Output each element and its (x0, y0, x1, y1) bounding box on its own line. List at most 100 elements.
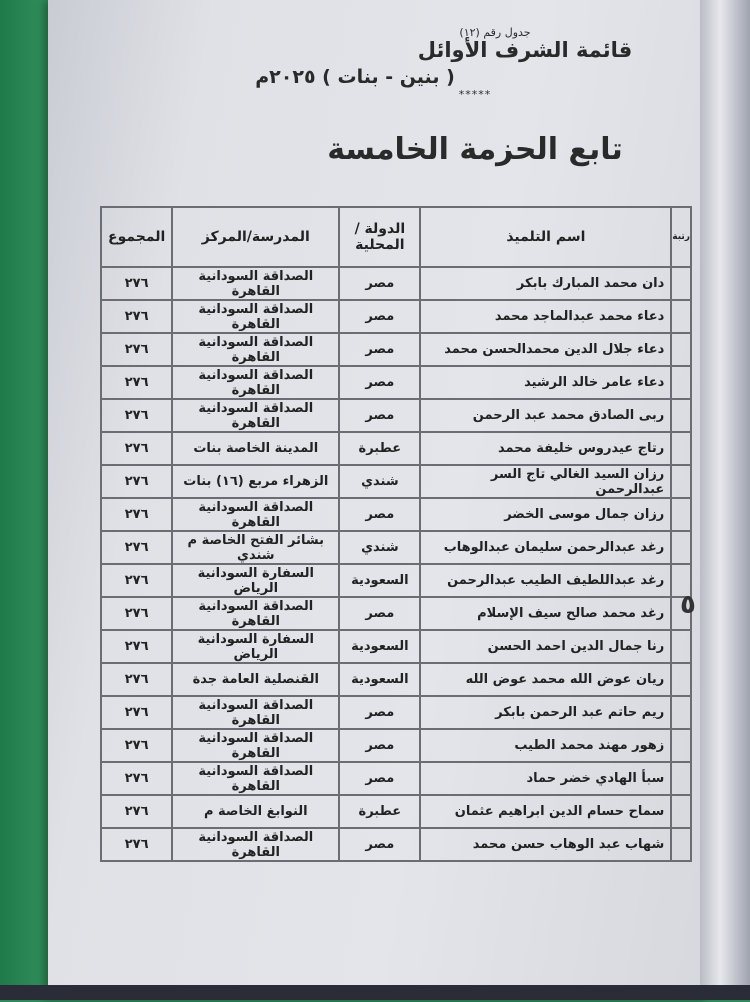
name-cell: رغد عبدالرحمن سليمان عبدالوهاب (419, 530, 673, 565)
total-cell: ٢٧٦ (99, 563, 174, 598)
table-row: دعاء عامر خالد الرشيد مصر الصداقة السوداني… (99, 365, 692, 400)
total-cell: ٢٧٦ (99, 398, 174, 433)
table-row: رغد عبدالرحمن سليمان عبدالوهاب شندي بشائر … (99, 530, 692, 565)
school-cell: الصداقة السودانية القاهرة (171, 332, 341, 367)
name-cell: سماح حسام الدين ابراهيم عثمان (419, 794, 673, 829)
table-row: رتاج عيدروس خليفة محمد عطبرة المدينة الخاص… (99, 431, 692, 466)
school-cell: الصداقة السودانية القاهرة (171, 761, 341, 796)
table-row: شهاب عبد الوهاب حسن محمد مصر الصداقة السود… (99, 827, 692, 862)
country-cell: مصر (338, 827, 422, 862)
name-cell: رغد عبداللطيف الطيب عبدالرحمن (419, 563, 673, 598)
col-total: المجموع (99, 206, 174, 268)
school-cell: الصداقة السودانية القاهرة (171, 827, 341, 862)
table-row: رزان السيد الغالي تاج السر عبدالرحمن شندي… (99, 464, 692, 499)
name-cell: دان محمد المبارك بابكر (419, 266, 673, 301)
school-cell: الصداقة السودانية القاهرة (171, 266, 341, 301)
table-row: رغد محمد صالح سيف الإسلام مصر الصداقة السو… (99, 596, 692, 631)
table-header-row: رتبة اسم التلميذ الدولة / المحلية المدرس… (99, 206, 692, 268)
rank-cell (670, 794, 692, 829)
country-cell: مصر (338, 332, 422, 367)
school-cell: الصداقة السودانية القاهرة (171, 728, 341, 763)
bottom-shadow (0, 985, 750, 1000)
rank-cell (670, 299, 692, 334)
country-cell: السعودية (338, 662, 422, 697)
table-row: سبأ الهادي خضر حماد مصر الصداقة السودانية … (99, 761, 692, 796)
country-cell: مصر (338, 299, 422, 334)
table-number: جدول رقم (١٢) (459, 26, 531, 39)
rank-cell (670, 464, 692, 499)
table-row: رزان جمال موسى الخضر مصر الصداقة السودانية… (99, 497, 692, 532)
table-row: دعاء محمد عبدالماجد محمد مصر الصداقة السود… (99, 299, 692, 334)
book-edge (700, 0, 750, 1000)
table-row: ريم حاتم عبد الرحمن بابكر مصر الصداقة السو… (99, 695, 692, 730)
col-country: الدولة / المحلية (338, 206, 422, 268)
table-row: رنا جمال الدين احمد الحسن السعودية السفارة… (99, 629, 692, 664)
col-name: اسم التلميذ (419, 206, 673, 268)
total-cell: ٢٧٦ (99, 827, 174, 862)
total-cell: ٢٧٦ (99, 629, 174, 664)
name-cell: دعاء عامر خالد الرشيد (419, 365, 673, 400)
total-cell: ٢٧٦ (99, 695, 174, 730)
rank-cell (670, 365, 692, 400)
name-cell: رتاج عيدروس خليفة محمد (419, 431, 673, 466)
col-school: المدرسة/المركز (171, 206, 341, 268)
country-cell: مصر (338, 695, 422, 730)
total-cell: ٢٧٦ (99, 596, 174, 631)
country-cell: مصر (338, 497, 422, 532)
school-cell: السفارة السودانية الرياض (171, 629, 341, 664)
country-cell: مصر (338, 728, 422, 763)
total-cell: ٢٧٦ (99, 299, 174, 334)
rank-cell (670, 728, 692, 763)
table-row: ربى الصادق محمد عبد الرحمن مصر الصداقة الس… (99, 398, 692, 433)
rank-cell (670, 563, 692, 598)
school-cell: الصداقة السودانية القاهرة (171, 365, 341, 400)
school-cell: الزهراء مربع (١٦) بنات (171, 464, 341, 499)
rank-cell (670, 596, 692, 631)
rank-cell (670, 662, 692, 697)
school-cell: النوابغ الخاصة م (171, 794, 341, 829)
name-cell: رنا جمال الدين احمد الحسن (419, 629, 673, 664)
name-cell: رزان جمال موسى الخضر (419, 497, 673, 532)
total-cell: ٢٧٦ (99, 332, 174, 367)
name-cell: زهور مهند محمد الطيب (419, 728, 673, 763)
name-cell: رغد محمد صالح سيف الإسلام (419, 596, 673, 631)
school-cell: الصداقة السودانية القاهرة (171, 695, 341, 730)
country-cell: مصر (338, 398, 422, 433)
table-row: دعاء جلال الدين محمدالحسن محمد مصر الصداقة… (99, 332, 692, 367)
total-cell: ٢٧٦ (99, 728, 174, 763)
rank-cell (670, 827, 692, 862)
country-cell: عطبرة (338, 794, 422, 829)
rank-cell (670, 695, 692, 730)
name-cell: سبأ الهادي خضر حماد (419, 761, 673, 796)
total-cell: ٢٧٦ (99, 266, 174, 301)
rank-cell (670, 629, 692, 664)
rank-cell (670, 497, 692, 532)
table-row: سماح حسام الدين ابراهيم عثمان عطبرة النواب… (99, 794, 692, 829)
side-rank-number: ٥ (680, 590, 696, 620)
name-cell: ربى الصادق محمد عبد الرحمن (419, 398, 673, 433)
total-cell: ٢٧٦ (99, 365, 174, 400)
table-row: رغد عبداللطيف الطيب عبدالرحمن السعودية الس… (99, 563, 692, 598)
honor-table: رتبة اسم التلميذ الدولة / المحلية المدرس… (99, 206, 692, 862)
rank-cell (670, 398, 692, 433)
table-row: دان محمد المبارك بابكر مصر الصداقة السودان… (99, 266, 692, 301)
total-cell: ٢٧٦ (99, 662, 174, 697)
section-title: تابع الحزمة الخامسة (327, 132, 623, 167)
school-cell: السفارة السودانية الرياض (171, 563, 341, 598)
page-subtitle: ( بنين - بنات ) ٢٠٢٥م (255, 66, 455, 88)
country-cell: مصر (338, 365, 422, 400)
rank-cell (670, 761, 692, 796)
col-rank: رتبة (670, 206, 692, 268)
total-cell: ٢٧٦ (99, 431, 174, 466)
page-title: قائمة الشرف الأوائل (417, 38, 633, 62)
country-cell: مصر (338, 761, 422, 796)
name-cell: دعاء جلال الدين محمدالحسن محمد (419, 332, 673, 367)
table-row: ريان عوض الله محمد عوض الله السعودية القنص… (99, 662, 692, 697)
rank-cell (670, 266, 692, 301)
school-cell: الصداقة السودانية القاهرة (171, 497, 341, 532)
school-cell: القنصلية العامة جدة (171, 662, 341, 697)
total-cell: ٢٧٦ (99, 497, 174, 532)
total-cell: ٢٧٦ (99, 794, 174, 829)
school-cell: الصداقة السودانية القاهرة (171, 299, 341, 334)
name-cell: شهاب عبد الوهاب حسن محمد (419, 827, 673, 862)
